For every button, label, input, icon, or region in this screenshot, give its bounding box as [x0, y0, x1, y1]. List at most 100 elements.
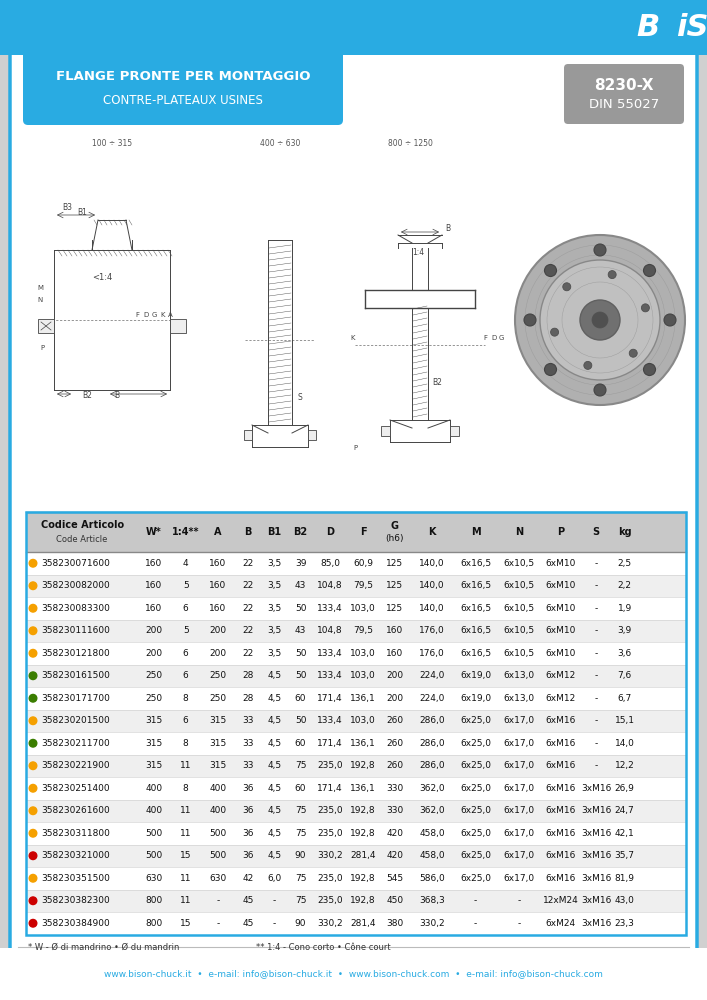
Circle shape — [592, 312, 608, 328]
Text: -: - — [518, 919, 520, 928]
Text: 6xM10: 6xM10 — [545, 581, 575, 590]
Text: 358230082000: 358230082000 — [41, 581, 110, 590]
Text: 458,0: 458,0 — [419, 829, 445, 838]
Text: 125: 125 — [387, 604, 404, 613]
Bar — [26, 867, 686, 890]
Text: 6,7: 6,7 — [617, 694, 632, 703]
Text: 330: 330 — [386, 806, 404, 815]
Text: 4,5: 4,5 — [267, 716, 281, 725]
Text: 4,5: 4,5 — [267, 694, 281, 703]
Text: 200: 200 — [387, 671, 404, 680]
Text: 6x17,0: 6x17,0 — [503, 739, 534, 748]
Text: 136,1: 136,1 — [351, 694, 376, 703]
Text: FLANGE PRONTE PER MONTAGGIO: FLANGE PRONTE PER MONTAGGIO — [56, 70, 310, 83]
Text: 358230321000: 358230321000 — [41, 851, 110, 860]
Text: 4,5: 4,5 — [267, 739, 281, 748]
Circle shape — [29, 627, 37, 635]
Text: D: D — [326, 527, 334, 537]
Text: 125: 125 — [387, 559, 404, 568]
Text: M: M — [471, 527, 480, 537]
Text: F: F — [483, 335, 487, 341]
Text: 6x17,0: 6x17,0 — [503, 851, 534, 860]
Circle shape — [29, 829, 37, 837]
Text: 200: 200 — [209, 626, 227, 635]
Text: B: B — [636, 13, 660, 42]
Text: 6xM16: 6xM16 — [545, 739, 575, 748]
Bar — [26, 800, 686, 822]
Circle shape — [643, 265, 655, 277]
Bar — [26, 512, 686, 552]
Text: 50: 50 — [295, 671, 306, 680]
Text: 224,0: 224,0 — [419, 671, 445, 680]
Text: 6xM16: 6xM16 — [545, 874, 575, 883]
Text: 60,9: 60,9 — [354, 559, 373, 568]
Text: 15,1: 15,1 — [614, 716, 635, 725]
Text: 85,0: 85,0 — [320, 559, 340, 568]
Text: 133,4: 133,4 — [317, 649, 343, 658]
Text: 42,1: 42,1 — [615, 829, 634, 838]
Text: 358230382300: 358230382300 — [41, 896, 110, 905]
FancyBboxPatch shape — [10, 33, 697, 953]
Text: 6x13,0: 6x13,0 — [503, 694, 534, 703]
Text: 160: 160 — [386, 626, 404, 635]
Text: -: - — [272, 896, 276, 905]
Text: S: S — [592, 527, 600, 537]
Text: 28: 28 — [242, 671, 253, 680]
Text: -: - — [216, 919, 220, 928]
Text: 75: 75 — [295, 806, 306, 815]
Text: K: K — [160, 312, 165, 318]
Text: 36: 36 — [242, 851, 254, 860]
Text: 90: 90 — [295, 851, 306, 860]
Circle shape — [29, 739, 37, 747]
Circle shape — [584, 361, 592, 369]
Circle shape — [29, 582, 37, 590]
Bar — [26, 597, 686, 619]
Text: -: - — [595, 604, 598, 613]
Text: 4,5: 4,5 — [267, 671, 281, 680]
Text: 330: 330 — [386, 784, 404, 793]
Text: 368,3: 368,3 — [419, 896, 445, 905]
Text: B1: B1 — [77, 208, 87, 217]
Text: B: B — [115, 391, 119, 400]
Text: 160: 160 — [386, 649, 404, 658]
Text: 36: 36 — [242, 829, 254, 838]
Text: 3xM16: 3xM16 — [581, 784, 612, 793]
Text: 260: 260 — [387, 716, 404, 725]
Text: K: K — [350, 335, 354, 341]
Text: 3,5: 3,5 — [267, 604, 281, 613]
Text: Code Article: Code Article — [57, 536, 107, 544]
Text: 286,0: 286,0 — [419, 739, 445, 748]
Text: 6x25,0: 6x25,0 — [460, 784, 491, 793]
Text: 3,5: 3,5 — [267, 649, 281, 658]
Text: 6xM16: 6xM16 — [545, 806, 575, 815]
Bar — [38, 319, 54, 333]
Text: 6x16,5: 6x16,5 — [460, 604, 491, 613]
Circle shape — [594, 384, 606, 396]
Text: 1:4: 1:4 — [412, 248, 424, 257]
Text: 500: 500 — [146, 851, 163, 860]
Text: 500: 500 — [209, 829, 227, 838]
Text: 358230121800: 358230121800 — [41, 649, 110, 658]
Text: 75: 75 — [295, 896, 306, 905]
Text: 6xM16: 6xM16 — [545, 829, 575, 838]
Text: 6x17,0: 6x17,0 — [503, 784, 534, 793]
Text: 11: 11 — [180, 761, 192, 770]
Text: 6: 6 — [183, 649, 189, 658]
Circle shape — [664, 314, 676, 326]
Text: 6xM16: 6xM16 — [545, 716, 575, 725]
Text: 43,0: 43,0 — [614, 896, 635, 905]
Text: 90: 90 — [295, 919, 306, 928]
Text: 50: 50 — [295, 649, 306, 658]
Text: B: B — [445, 224, 450, 233]
Text: 136,1: 136,1 — [351, 784, 376, 793]
Text: 8: 8 — [183, 739, 189, 748]
Text: 200: 200 — [387, 694, 404, 703]
Text: 235,0: 235,0 — [317, 874, 343, 883]
Text: 6x25,0: 6x25,0 — [460, 851, 491, 860]
Text: 36: 36 — [242, 784, 254, 793]
Bar — [26, 710, 686, 732]
Text: 36: 36 — [242, 806, 254, 815]
Text: D: D — [491, 335, 496, 341]
FancyBboxPatch shape — [23, 50, 343, 125]
Text: M: M — [37, 285, 43, 291]
